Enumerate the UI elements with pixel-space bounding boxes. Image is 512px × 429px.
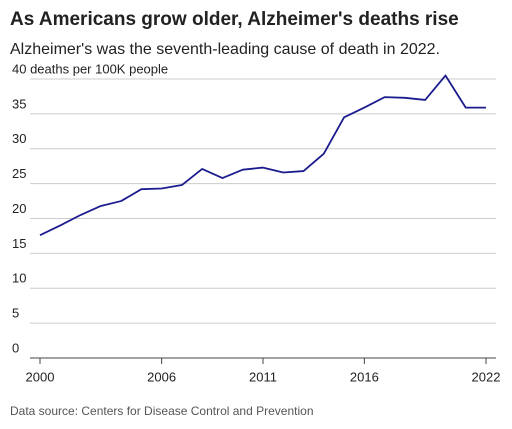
x-tick-label: 2006 bbox=[147, 369, 176, 384]
x-tick-label: 2011 bbox=[249, 369, 277, 384]
y-tick-label: 40 deaths per 100K people bbox=[12, 61, 168, 76]
data-line bbox=[39, 74, 486, 237]
chart-title: As Americans grow older, Alzheimer's dea… bbox=[10, 9, 459, 30]
y-tick-label: 0 bbox=[12, 340, 19, 355]
x-tick-label: 2000 bbox=[26, 369, 55, 384]
y-tick-label: 25 bbox=[12, 166, 26, 181]
x-tick-label: 2022 bbox=[472, 369, 501, 384]
y-tick-label: 20 bbox=[12, 201, 26, 216]
y-tick-label: 5 bbox=[12, 306, 19, 321]
y-tick-label: 35 bbox=[12, 96, 26, 111]
chart-subtitle: Alzheimer's was the seventh-leading caus… bbox=[10, 41, 440, 58]
y-tick-label: 15 bbox=[12, 236, 26, 251]
y-tick-label: 30 bbox=[12, 131, 26, 146]
source-note: Data source: Centers for Disease Control… bbox=[10, 404, 314, 418]
y-tick-label: 10 bbox=[12, 271, 26, 286]
x-tick-label: 2016 bbox=[350, 369, 379, 384]
